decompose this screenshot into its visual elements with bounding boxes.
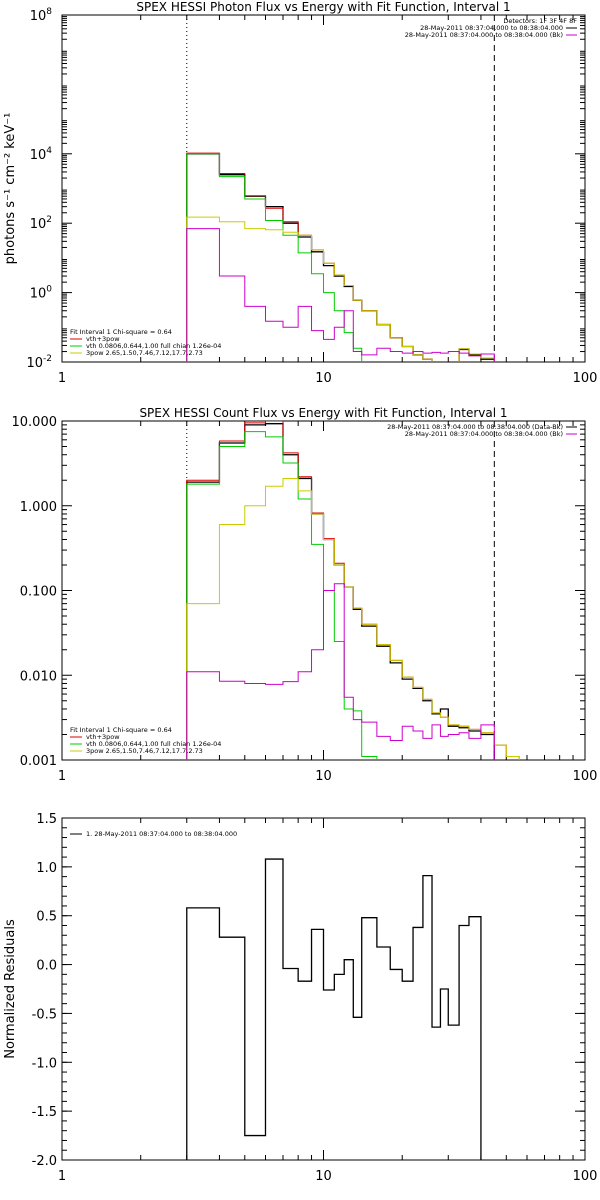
chart-2: SPEX HESSI Count Flux vs Energy with Fit… <box>12 406 598 784</box>
fit-legend-entry: Fit Interval 1 Chi-square = 0.64 <box>70 328 172 336</box>
y-tick-label: -0.5 <box>32 1007 57 1022</box>
series-group <box>186 858 482 1160</box>
x-tick-label: 10 <box>315 769 332 784</box>
y-tick-label: 102 <box>30 215 52 232</box>
y-tick-label: -1.5 <box>32 1105 57 1120</box>
fit-legend-entry: 3pow 2.65,1.50,7.46,7.12,17.7,2.73 <box>86 349 203 357</box>
x-tick-label: 1 <box>58 371 66 386</box>
series-1-histogram <box>186 858 482 1160</box>
x-tick-label: 100 <box>573 371 598 386</box>
y-tick-exponent: -2 <box>43 354 52 364</box>
y-tick-base: 10 <box>30 9 47 24</box>
x-tick-label: 100 <box>573 1169 598 1184</box>
y-axis-label: photons s⁻¹ cm⁻² keV⁻¹ <box>3 113 18 265</box>
chart-title: SPEX HESSI Count Flux vs Energy with Fit… <box>139 406 507 420</box>
y-tick-label: -1.0 <box>32 1056 57 1071</box>
y-tick-label: 104 <box>30 146 53 163</box>
y-tick-label: 1.5 <box>36 812 57 827</box>
y-tick-label: 0.010 <box>20 669 57 684</box>
y-tick-label: 1.0 <box>36 861 57 876</box>
series-1-histogram <box>186 153 495 362</box>
x-tick-label: 10 <box>315 1169 332 1184</box>
chart-3: 1 10 100 -2.0 -1.5 -1.0 -0.5 0.0 0.5 1.0 1.5 Normal… <box>3 812 598 1184</box>
legend-entry: Detectors: 1F 3F 4F 8F <box>503 17 577 25</box>
y-tick-label: 1.000 <box>20 500 57 515</box>
fit-legend-entry: vth+3pow <box>86 335 120 343</box>
y-tick-label: 0.001 <box>20 754 57 769</box>
fit-legend-entry: vth+3pow <box>86 733 120 741</box>
fit-legend-entry: 3pow 2.65,1.50,7.46,7.12,17.7,2.73 <box>86 747 203 755</box>
series-3-histogram <box>186 431 378 760</box>
y-tick-label: 10.000 <box>12 415 58 430</box>
series-group <box>186 152 495 362</box>
legend-entry: 28-May-2011 08:37:04.000 to 08:38:04.000… <box>405 430 563 438</box>
series-2-histogram <box>186 152 495 362</box>
y-tick-label: 0.5 <box>36 910 57 925</box>
fit-legend-entry: vth 0.0806,0.644,1.00 full chian 1.26e-0… <box>86 740 221 748</box>
series-1-histogram <box>186 423 495 760</box>
chart-title: SPEX HESSI Photon Flux vs Energy with Fi… <box>136 0 510 14</box>
y-tick-label: 10-2 <box>26 354 52 371</box>
x-tick-label: 1 <box>58 769 66 784</box>
series-5-histogram <box>186 583 495 760</box>
legend-entry: 1. 28-May-2011 08:37:04.000 to 08:38:04.… <box>86 830 237 838</box>
y-tick-exponent: 8 <box>46 7 52 17</box>
y-axis-label: Normalized Residuals <box>3 919 18 1059</box>
y-tick-label: 0.0 <box>36 959 57 974</box>
y-tick-exponent: 0 <box>46 285 52 295</box>
x-tick-label: 1 <box>58 1169 66 1184</box>
y-tick-exponent: 2 <box>46 215 52 225</box>
y-tick-base: 10 <box>26 356 43 371</box>
series-4-histogram <box>186 477 520 760</box>
y-tick-base: 10 <box>30 217 47 232</box>
plot-frame <box>61 14 586 363</box>
y-tick-label: 100 <box>30 285 53 302</box>
y-tick-base: 10 <box>30 148 47 163</box>
series-group <box>186 421 520 760</box>
legend-entry: 28-May-2011 08:37:04.000 to 08:38:04.000… <box>405 31 563 39</box>
series-4-histogram <box>186 216 495 362</box>
fit-legend-entry: Fit Interval 1 Chi-square = 0.64 <box>70 726 172 734</box>
legend-entry: 28-May-2011 08:37:04.000 to 08:38:04.000… <box>387 423 563 431</box>
y-tick-base: 10 <box>30 287 47 302</box>
x-tick-label: 10 <box>315 371 332 386</box>
y-tick-label: 0.100 <box>20 585 57 600</box>
series-5-histogram <box>186 228 495 362</box>
y-tick-label: -2.0 <box>32 1154 57 1169</box>
x-tick-label: 100 <box>573 769 598 784</box>
series-3-histogram <box>186 153 363 362</box>
y-tick-label: 108 <box>30 7 53 24</box>
chart-1: SPEX HESSI Photon Flux vs Energy with Fi… <box>3 0 598 386</box>
legend-entry: 28-May-2011 08:37:04.000 to 08:38:04.000 <box>420 24 563 32</box>
y-tick-exponent: 4 <box>46 146 52 156</box>
fit-legend-entry: vth 0.0806,0.644,1.00 full chian 1.26e-0… <box>86 342 221 350</box>
